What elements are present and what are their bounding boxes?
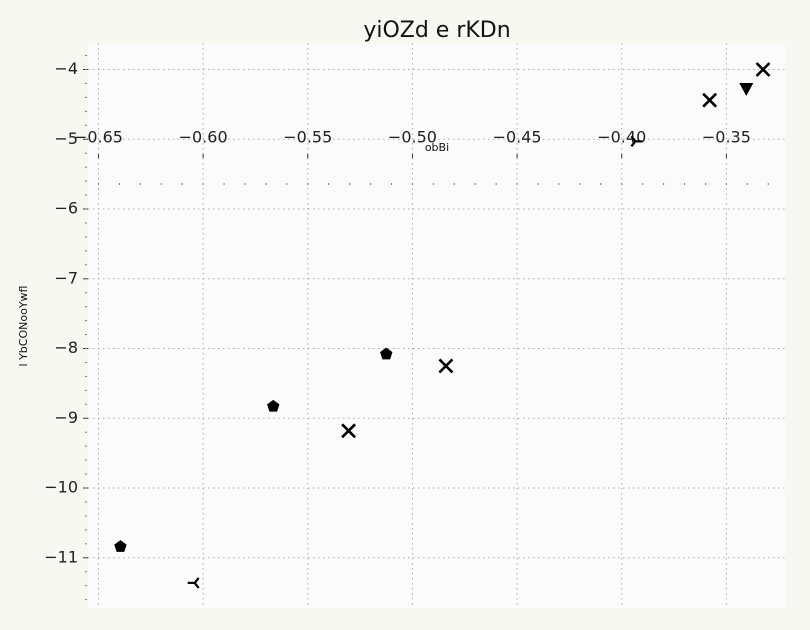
y-tick-label: −6 [54,199,78,218]
plot-area [88,43,785,608]
y-tick-label: −8 [54,338,78,357]
point-tri-stroke [193,577,200,584]
y-tick-label: −10 [44,478,78,497]
chart-title: yiOZd e rKDn [363,18,510,43]
y-tick-label: −9 [54,408,78,427]
point-pentagon [114,540,127,552]
x-tick-label: −0.55 [283,128,332,147]
point-pentagon [267,399,280,412]
x-tick-label: −0.65 [74,128,123,147]
grid-lines [88,43,785,608]
point-x-stroke [341,423,357,439]
y-tick-label: −5 [54,129,78,148]
point-triangle-down [739,83,754,97]
point-pentagon [380,347,393,360]
point-x [755,62,771,77]
data-points [114,62,771,589]
y-tick-label: −11 [44,547,78,566]
x-tick-label: −0.50 [388,128,437,147]
x-tick-label: −0.45 [493,128,542,147]
point-x-stroke [755,62,771,77]
point-tri-left [187,577,200,589]
y-tick-label: −4 [54,59,78,78]
point-x [438,358,454,374]
x-tick-label: −0.40 [597,128,646,147]
x-tick-label: −0.60 [179,128,228,147]
x-axis-label: obBi [425,141,449,154]
point-x-stroke [702,92,718,108]
point-tri-stroke [630,135,637,143]
point-tri-stroke [630,140,637,148]
y-tick-labels: −4 −5 −6 −7 −8 −9 −10 −11 [44,59,78,566]
axis-ticks [83,55,769,601]
y-axis-label: l YbCONooYwfl [17,286,30,367]
point-x [702,92,718,108]
y-tick-label: −7 [54,268,78,287]
x-tick-label: −0.35 [702,128,751,147]
point-tri-right [630,135,643,148]
point-x-stroke [438,358,454,374]
point-tri-stroke [193,582,200,589]
point-x [341,423,357,439]
